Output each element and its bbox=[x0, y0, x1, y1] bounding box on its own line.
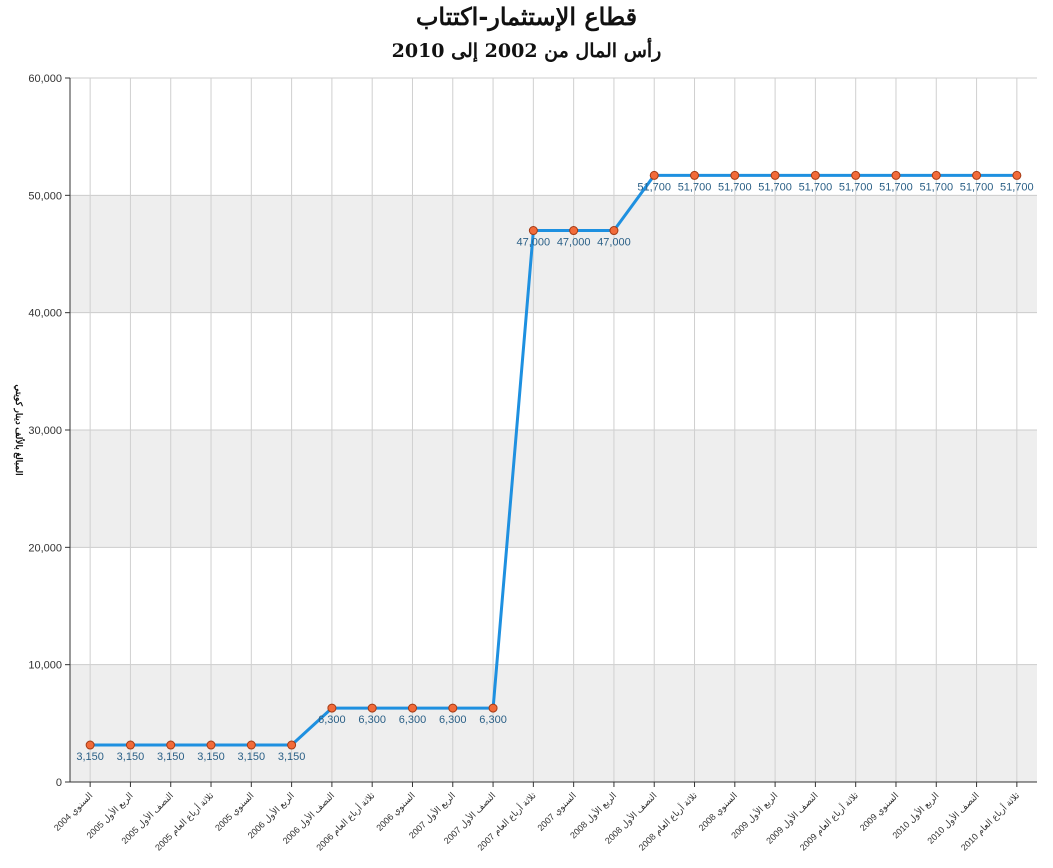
data-point bbox=[730, 170, 740, 180]
y-tick-label: 40,000 bbox=[28, 308, 62, 320]
axes bbox=[65, 77, 1037, 787]
x-tick-label: السنوي 2007 bbox=[535, 790, 578, 833]
data-label: 3,150 bbox=[157, 751, 185, 763]
data-point bbox=[770, 170, 780, 180]
plot-band bbox=[70, 664, 1037, 782]
data-point bbox=[690, 170, 700, 180]
data-point bbox=[85, 740, 95, 750]
data-labels: 3,150 3,150 3,150 3,150 3,150 3,150 6,300 6,300… bbox=[76, 181, 1033, 763]
data-label: 6,300 bbox=[439, 714, 467, 726]
data-label: 51,700 bbox=[879, 181, 913, 193]
data-label: 51,700 bbox=[960, 181, 994, 193]
data-point bbox=[569, 226, 579, 236]
data-label: 6,300 bbox=[318, 714, 346, 726]
data-label: 3,150 bbox=[278, 751, 306, 763]
x-tick-label: السنوي 2006 bbox=[374, 790, 417, 833]
data-point bbox=[246, 740, 256, 750]
data-label: 6,300 bbox=[399, 714, 427, 726]
plot-band bbox=[70, 195, 1037, 313]
y-tick-label: 20,000 bbox=[28, 542, 62, 554]
data-label: 51,700 bbox=[718, 181, 752, 193]
series-points bbox=[85, 170, 1022, 750]
data-label: 3,150 bbox=[238, 751, 266, 763]
chart-subtitle: رأس المال من 2002 إلى 2010 bbox=[391, 40, 662, 62]
data-point bbox=[851, 170, 861, 180]
data-label: 6,300 bbox=[358, 714, 386, 726]
plot-band bbox=[70, 78, 1037, 196]
y-tick-label: 0 bbox=[56, 777, 62, 789]
data-label: 6,300 bbox=[479, 714, 507, 726]
data-label: 51,700 bbox=[637, 181, 671, 193]
data-point bbox=[287, 740, 297, 750]
data-point bbox=[931, 170, 941, 180]
plot-band bbox=[70, 547, 1037, 665]
vertical-gridlines bbox=[89, 78, 1018, 782]
data-label: 51,700 bbox=[1000, 181, 1034, 193]
data-label: 47,000 bbox=[597, 237, 631, 249]
data-point bbox=[367, 703, 377, 713]
y-tick-label: 10,000 bbox=[28, 660, 62, 672]
data-label: 51,700 bbox=[758, 181, 792, 193]
data-point bbox=[206, 740, 216, 750]
data-point bbox=[166, 740, 176, 750]
data-label: 3,150 bbox=[197, 751, 225, 763]
series-line-group bbox=[90, 173, 1017, 747]
data-point bbox=[810, 170, 820, 180]
y-axis-label: المبالغ بالألف دينار كويتي bbox=[13, 384, 25, 475]
data-label: 51,700 bbox=[678, 181, 712, 193]
data-point bbox=[528, 226, 538, 236]
y-tick-label: 50,000 bbox=[28, 190, 62, 202]
data-point bbox=[609, 226, 619, 236]
plot-band bbox=[70, 312, 1037, 430]
data-label: 3,150 bbox=[117, 751, 145, 763]
data-label: 47,000 bbox=[557, 237, 591, 249]
data-point bbox=[448, 703, 458, 713]
x-tick-label: السنوي 2009 bbox=[858, 790, 901, 833]
plot-bands bbox=[70, 77, 1037, 783]
data-label: 51,700 bbox=[799, 181, 833, 193]
data-point bbox=[972, 170, 982, 180]
plot-band bbox=[70, 430, 1037, 548]
data-point bbox=[1012, 170, 1022, 180]
chart-title: قطاع الإستثمار-اكتتاب bbox=[415, 2, 638, 31]
y-tick-label: 30,000 bbox=[28, 425, 62, 437]
data-label: 51,700 bbox=[839, 181, 873, 193]
data-label: 3,150 bbox=[76, 751, 104, 763]
data-point bbox=[327, 703, 337, 713]
data-point bbox=[125, 740, 135, 750]
series-line bbox=[90, 173, 1017, 747]
data-point bbox=[891, 170, 901, 180]
data-label: 51,700 bbox=[919, 181, 953, 193]
x-tick-label: السنوي 2004 bbox=[52, 790, 95, 833]
y-tick-label: 60,000 bbox=[28, 73, 62, 85]
y-tick-labels: 0 10,000 20,000 30,000 40,000 50,000 60,000 bbox=[28, 73, 62, 789]
x-tick-label: السنوي 2005 bbox=[213, 790, 256, 833]
data-point bbox=[407, 703, 417, 713]
data-point bbox=[488, 703, 498, 713]
data-label: 47,000 bbox=[517, 237, 551, 249]
x-tick-label: السنوي 2008 bbox=[697, 790, 740, 833]
data-point bbox=[649, 170, 659, 180]
